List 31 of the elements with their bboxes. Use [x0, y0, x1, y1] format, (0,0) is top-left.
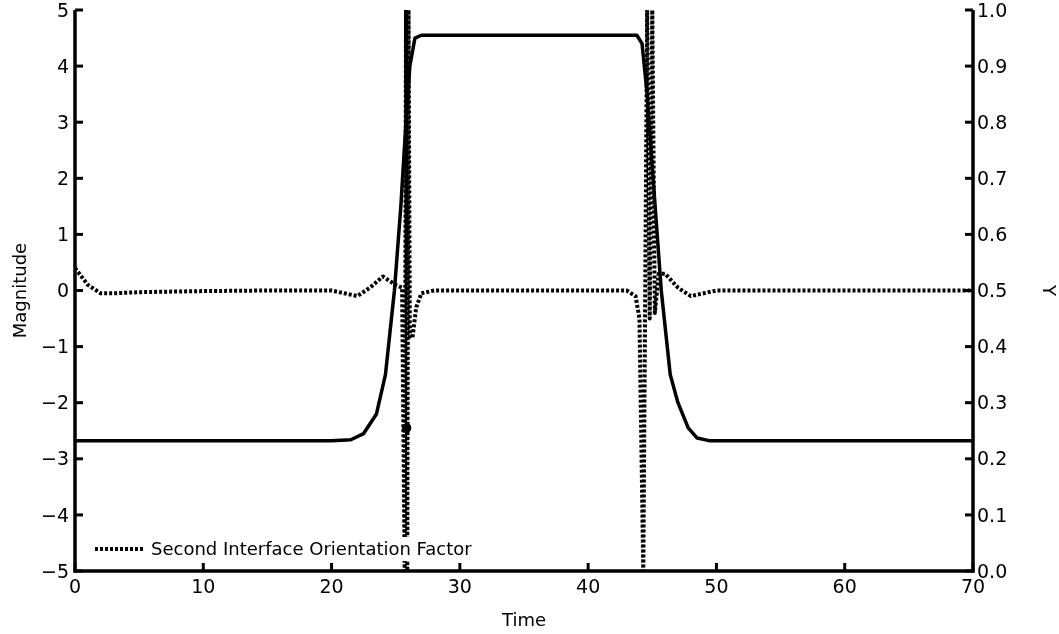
- y2-axis-title: Y: [1039, 284, 1059, 297]
- y-tick-label: 1: [56, 223, 69, 246]
- x-tick-label: 20: [319, 575, 344, 597]
- y-tick-label: 0: [56, 279, 69, 302]
- x-tick-label: 60: [832, 575, 857, 597]
- x-tick-label: 40: [576, 575, 601, 597]
- x-tick-label: 50: [704, 575, 729, 597]
- y-tick-label: −4: [40, 503, 69, 526]
- y-tick-label: 2: [56, 166, 69, 189]
- y-tick-label: −3: [40, 447, 69, 470]
- y-tick-label: 5: [56, 0, 69, 21]
- y2-tick-label: 0.8: [977, 110, 1008, 133]
- y2-tick-label: 0.7: [977, 166, 1008, 189]
- y2-tick-label: 0.9: [977, 54, 1008, 77]
- y2-tick-label: 0.2: [977, 447, 1008, 470]
- y2-tick-label: 0.6: [977, 223, 1008, 246]
- y-tick-label: 4: [56, 54, 69, 77]
- y-tick-label: −1: [40, 335, 69, 358]
- x-axis-title: Time: [500, 609, 547, 630]
- y-tick-label: −2: [40, 391, 69, 414]
- y-tick-label: −5: [40, 559, 69, 582]
- y2-tick-label: 0.1: [977, 503, 1008, 526]
- y-axis-title: Magnitude: [9, 242, 30, 339]
- y2-tick-label: 1.0: [977, 0, 1008, 21]
- y2-tick-label: 0.5: [977, 279, 1008, 302]
- y-tick-label: 3: [56, 110, 69, 133]
- x-tick-label: 10: [191, 575, 216, 597]
- x-tick-label: 30: [447, 575, 472, 597]
- y2-tick-label: 0.3: [977, 391, 1008, 414]
- y2-tick-label: 0.4: [977, 335, 1008, 358]
- legend-label: Second Interface Orientation Factor: [151, 538, 473, 560]
